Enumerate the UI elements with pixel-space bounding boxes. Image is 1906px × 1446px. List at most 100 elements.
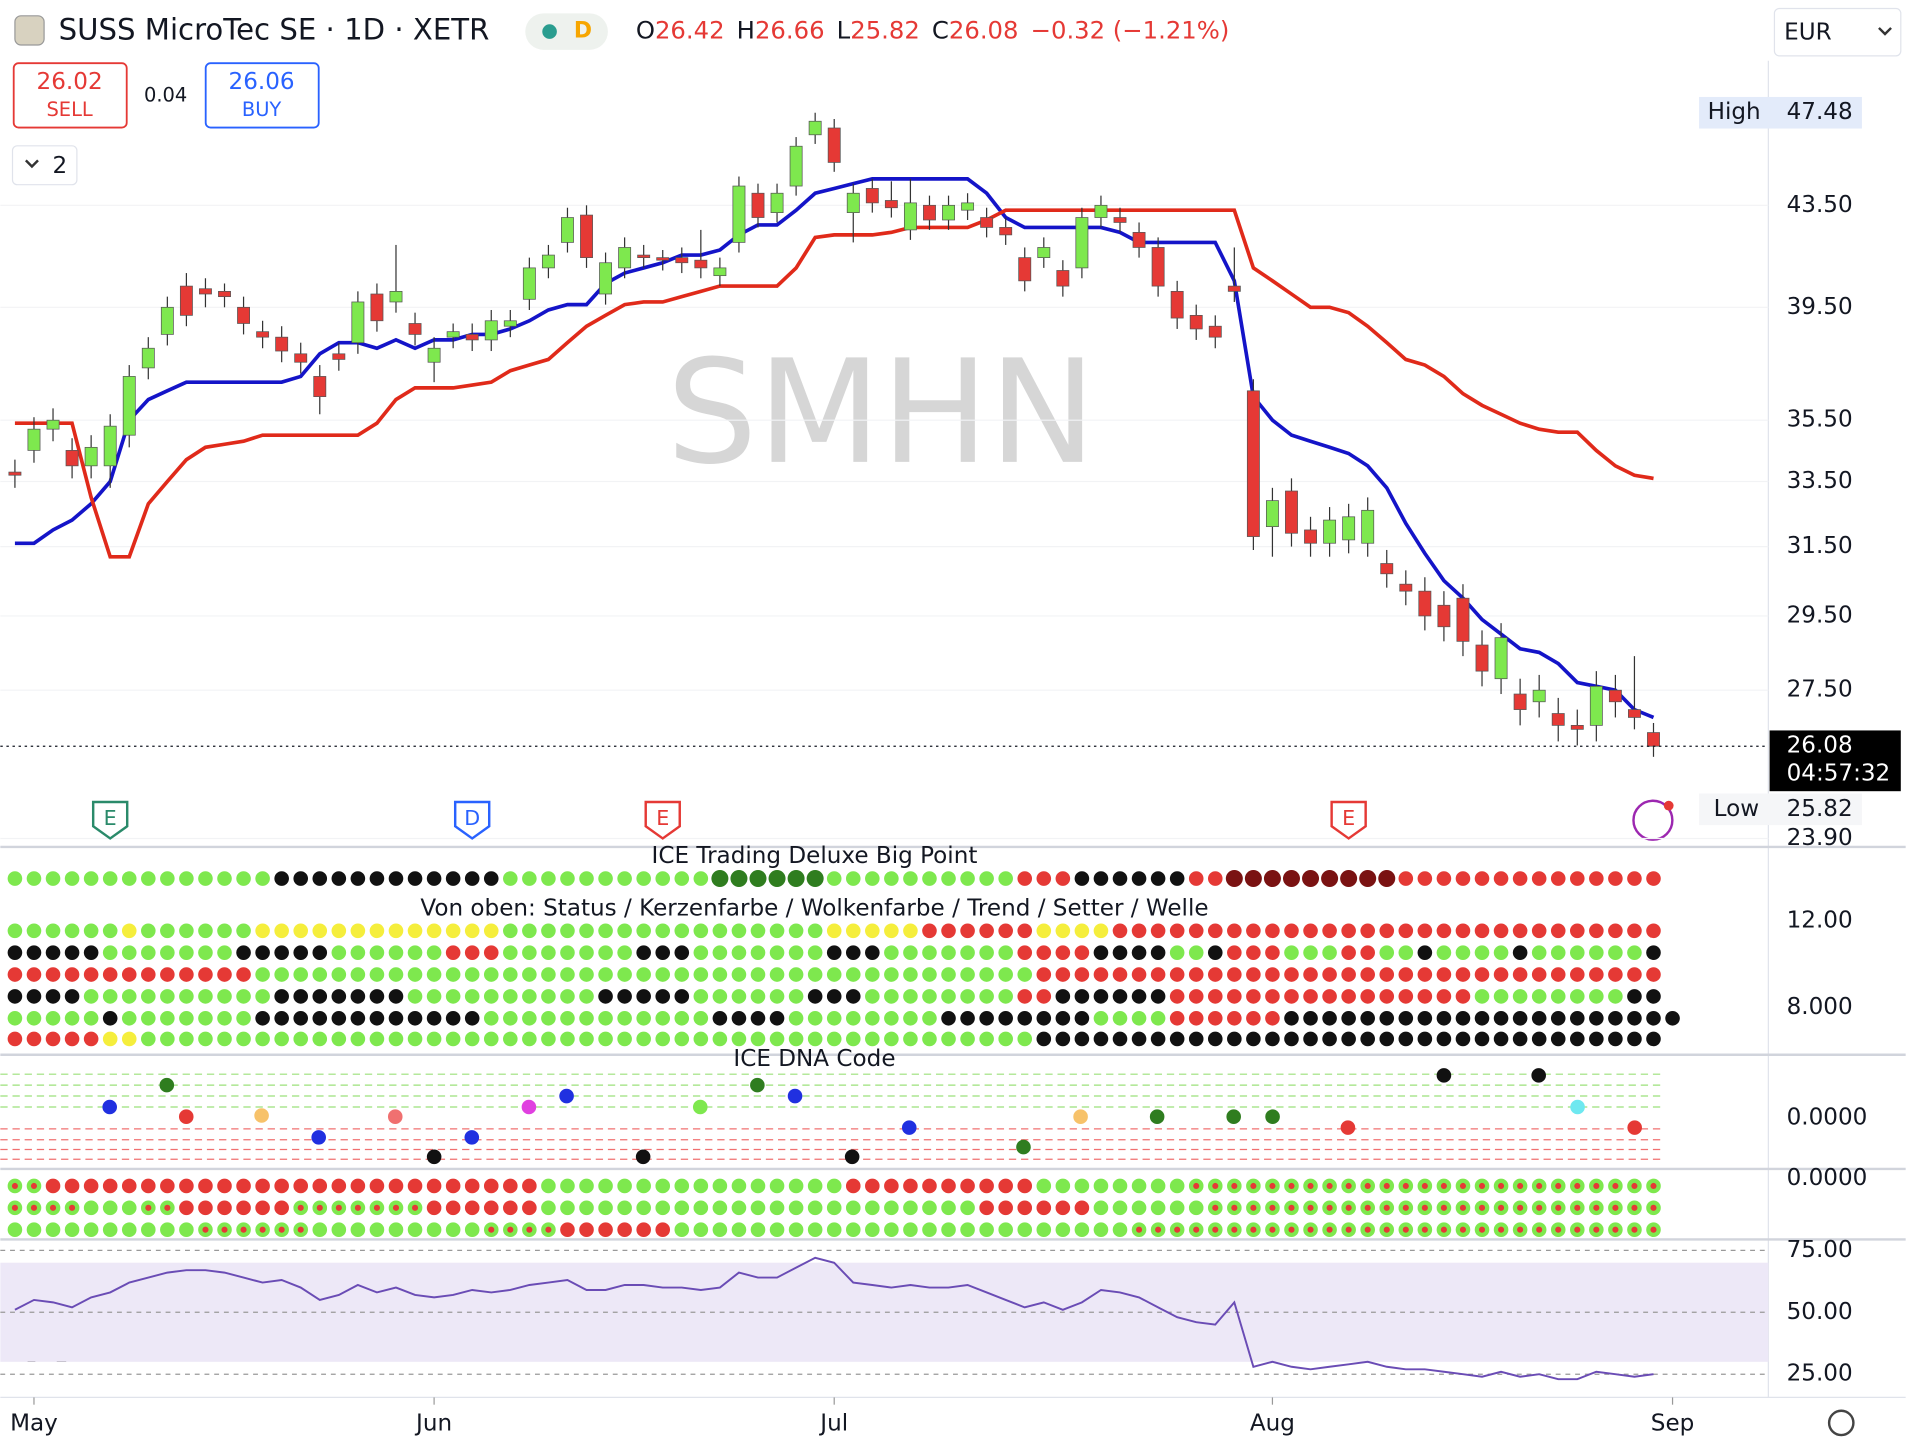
state-dot: [1150, 871, 1166, 886]
state-dot: [750, 1200, 766, 1216]
state-dot: [636, 967, 651, 982]
state-dot: [503, 1178, 518, 1194]
candle-body: [427, 347, 441, 363]
state-dot: [7, 1010, 23, 1026]
state-dot: [1512, 945, 1528, 960]
state-dot: [598, 945, 613, 960]
state-dot: [1398, 945, 1414, 960]
state-dot: [255, 1200, 270, 1216]
state-dot: [160, 871, 175, 886]
state-dot: [826, 923, 842, 939]
state-dot: [1474, 1010, 1490, 1026]
state-dot: [293, 871, 309, 886]
candle-body: [1513, 693, 1527, 710]
state-dot: [388, 945, 404, 960]
state-dot: [1036, 967, 1052, 982]
state-dot: [312, 923, 328, 939]
state-dot-core: [1269, 1204, 1276, 1211]
state-dot-core: [1174, 1226, 1181, 1233]
state-dot: [1284, 1010, 1299, 1026]
state-dot: [7, 871, 23, 886]
state-dot: [674, 1222, 690, 1237]
state-dot: [121, 923, 137, 939]
state-dot: [1131, 1010, 1147, 1026]
state-dot: [1036, 989, 1052, 1004]
low-label: Low: [1714, 796, 1759, 822]
state-dot: [1531, 871, 1547, 886]
state-dot: [1569, 945, 1585, 960]
currency-select[interactable]: [1773, 7, 1902, 57]
state-dot: [903, 1222, 918, 1237]
state-dot: [445, 1031, 461, 1047]
state-dot: [845, 945, 861, 960]
state-dot: [217, 1200, 232, 1216]
candle-body: [446, 331, 460, 338]
state-dot: [1246, 923, 1261, 939]
state-dot: [388, 1222, 404, 1237]
state-dot-core: [1364, 1204, 1371, 1211]
state-dot: [731, 1031, 747, 1047]
state-dot: [198, 989, 213, 1004]
state-dot: [350, 1178, 366, 1194]
state-dot: [522, 923, 537, 939]
state-dot: [560, 1031, 575, 1047]
state-dot: [426, 1010, 442, 1026]
state-dot: [922, 1222, 937, 1237]
state-dot: [26, 871, 42, 886]
status-pill: [525, 13, 608, 50]
state-dot: [312, 1010, 328, 1026]
state-dot: [1131, 1178, 1147, 1194]
state-dot: [903, 967, 918, 982]
state-dot: [1608, 1010, 1623, 1026]
state-dot: [1036, 945, 1052, 960]
panel-axis-label: 8.000: [1787, 994, 1853, 1020]
state-dot: [236, 1178, 251, 1194]
state-dot: [1036, 871, 1052, 886]
state-dot: [407, 923, 423, 939]
state-dot: [445, 989, 461, 1004]
state-dot-core: [1345, 1226, 1352, 1233]
event-label: E: [656, 806, 669, 830]
buy-button[interactable]: [204, 62, 320, 129]
alert-icon[interactable]: [1632, 799, 1674, 841]
state-dot-core: [30, 1204, 38, 1211]
state-dot: [903, 1178, 918, 1194]
state-dot: [445, 1200, 461, 1216]
state-dot-core: [1212, 1226, 1219, 1233]
state-dot-core: [1555, 1226, 1562, 1233]
state-dot: [503, 1010, 518, 1026]
state-dot: [865, 967, 880, 982]
state-dot: [1017, 945, 1033, 960]
state-dot: [922, 1010, 937, 1026]
state-dot: [198, 923, 213, 939]
candle-body: [1608, 689, 1622, 703]
state-dot: [598, 1222, 613, 1237]
state-dot: [217, 945, 232, 960]
ohlc-legend: O26.42 H26.66 L25.82 C26.08 −0.32 (−1.21%): [636, 16, 1229, 45]
state-dot: [274, 1031, 289, 1047]
state-dot: [1112, 1010, 1128, 1026]
state-dot: [255, 967, 270, 982]
state-dot-core: [1307, 1204, 1314, 1211]
state-dot: [388, 923, 404, 939]
state-dot: [960, 1031, 975, 1047]
sell-button[interactable]: [12, 62, 128, 129]
collapse-indicators[interactable]: [11, 145, 78, 186]
candle-body: [1151, 247, 1165, 287]
state-dot: [179, 1178, 194, 1194]
state-dot: [445, 945, 461, 960]
state-dot: [998, 923, 1013, 939]
state-dot: [884, 1200, 899, 1216]
settings-icon[interactable]: [1827, 1409, 1855, 1437]
state-dot: [1493, 945, 1509, 960]
state-dot-core: [240, 1226, 247, 1233]
state-dot: [1036, 1222, 1052, 1237]
state-dot: [788, 989, 804, 1004]
state-dot: [64, 1222, 80, 1237]
state-dot: [731, 967, 747, 982]
state-dot: [1436, 1031, 1452, 1047]
alert-badge: [1663, 800, 1674, 811]
state-dot-core: [1231, 1226, 1238, 1233]
state-dot-core: [1288, 1182, 1295, 1190]
state-dot: [998, 945, 1013, 960]
